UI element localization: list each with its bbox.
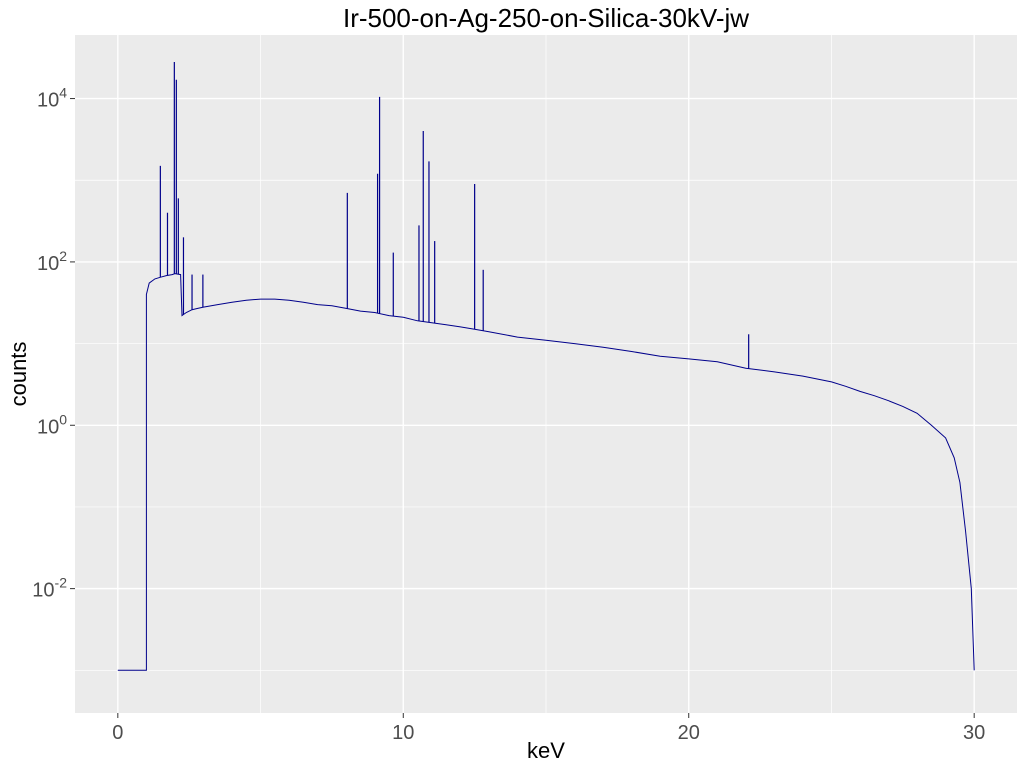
y-tick-label: 104	[37, 85, 67, 112]
x-axis: 0 10 20 30	[112, 713, 985, 744]
series-layer	[117, 62, 975, 671]
y-axis-title: counts	[6, 342, 31, 407]
y-axis: 10-2 100 102 104	[32, 85, 75, 602]
x-tick-label: 20	[678, 722, 700, 744]
y-tick-label: 10-2	[32, 575, 67, 602]
x-tick-label: 30	[963, 722, 985, 744]
y-tick-label: 100	[37, 411, 67, 438]
y-tick-label: 102	[37, 248, 67, 275]
series-line	[117, 273, 975, 671]
x-tick-label: 10	[392, 722, 414, 744]
x-tick-label: 0	[112, 722, 123, 744]
x-axis-title: keV	[527, 738, 565, 763]
minor-gridlines	[75, 35, 1017, 713]
major-gridlines	[75, 35, 1017, 713]
chart-title: Ir-500-on-Ag-250-on-Silica-30kV-jw	[343, 3, 749, 33]
